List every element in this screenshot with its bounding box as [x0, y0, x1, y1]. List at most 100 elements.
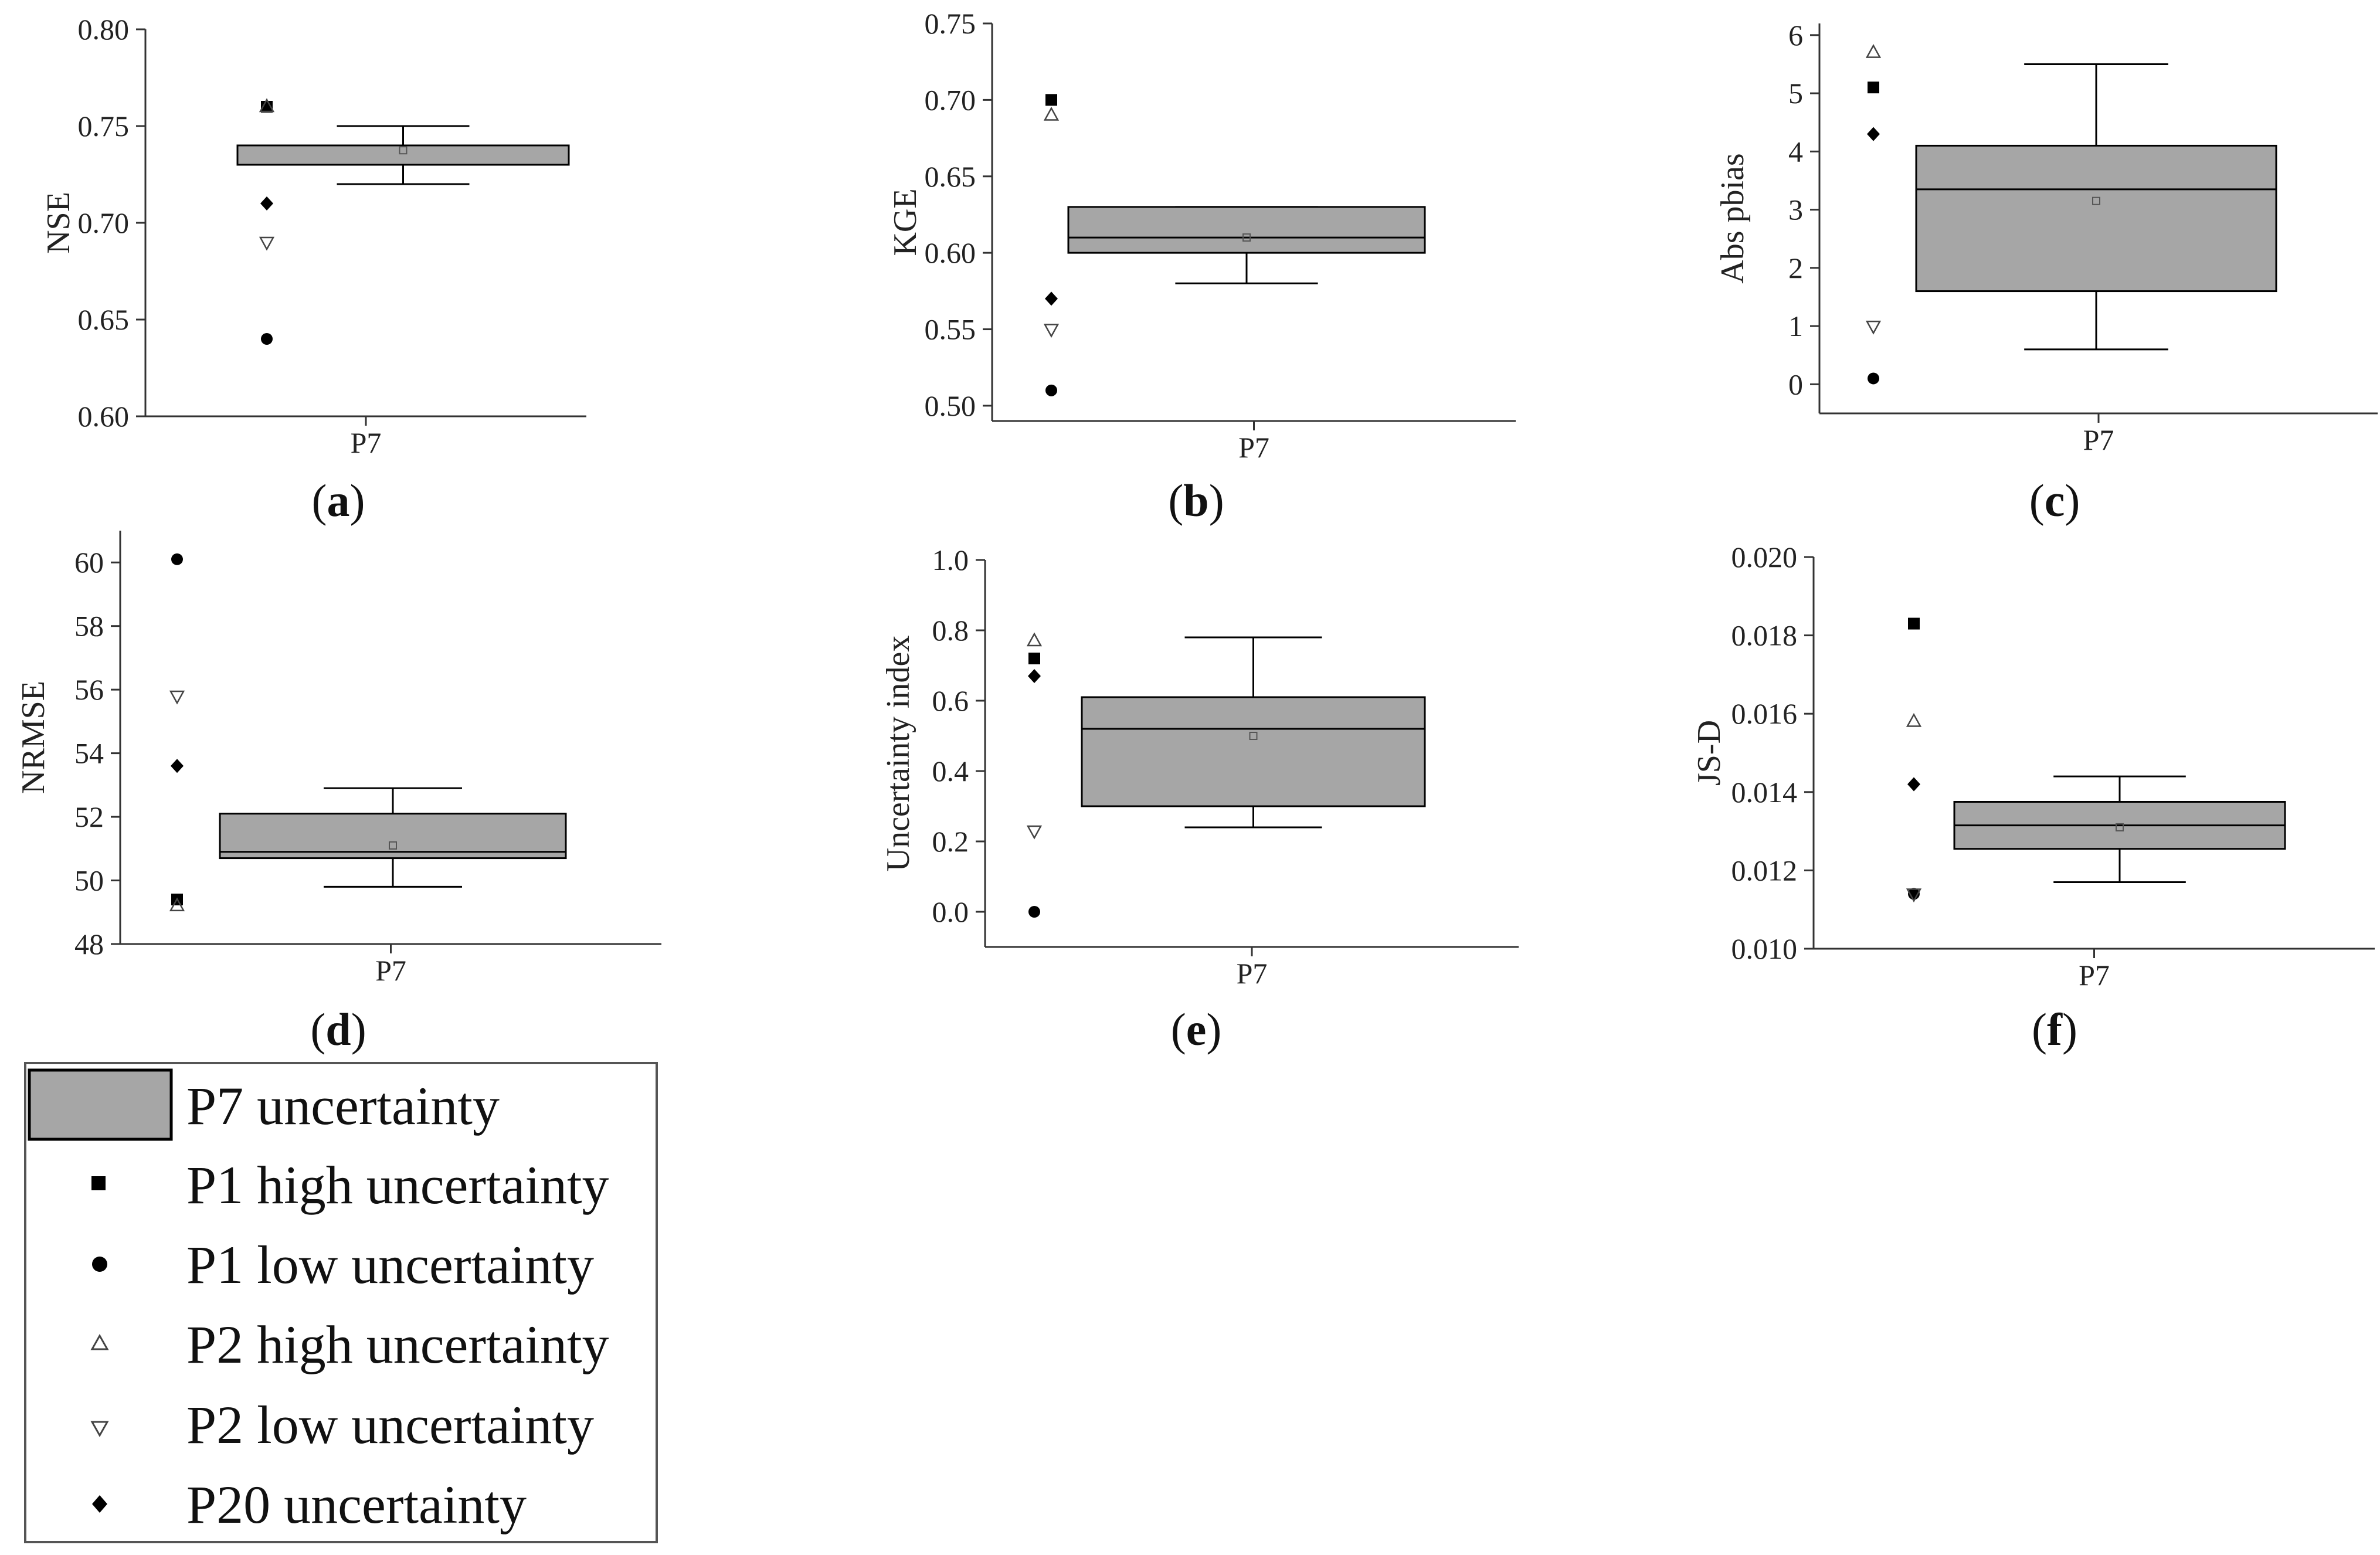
mean-marker-d — [389, 841, 397, 850]
iqr-box-a — [236, 144, 570, 166]
legend-label-p7: P7 uncertainty — [186, 1076, 500, 1136]
iqr-box-e — [1081, 696, 1426, 807]
point-p2-low-f — [1906, 888, 1922, 903]
x-tick-label-e: P7 — [1237, 957, 1268, 990]
point-p20-e — [1028, 669, 1041, 683]
y-tick-label-b: 0.70 — [925, 83, 976, 116]
point-p1-high-c — [1868, 82, 1879, 94]
y-tick-label-e: 0.6 — [932, 684, 969, 717]
panel-e: 0.0 0.2 0.4 0.6 0.8 1.0 P7 Uncertainty index (e) — [880, 544, 1519, 1055]
y-tick-label-e: 1.0 — [932, 544, 969, 576]
y-tick-label-c: 0 — [1788, 368, 1803, 400]
point-p20-b — [1045, 291, 1058, 306]
point-p2-high-d — [169, 897, 185, 912]
y-tick-label-a: 0.75 — [78, 110, 130, 142]
mean-marker-c — [2092, 196, 2100, 205]
y-tick-label-a: 0.65 — [78, 303, 130, 336]
y-tick-label-f: 0.016 — [1731, 697, 1798, 730]
point-p2-high-e — [1026, 632, 1043, 647]
y-tick-label-e: 0.0 — [932, 895, 969, 928]
y-axis-label-f: JS-D — [1691, 720, 1727, 786]
y-tick-label-e: 0.2 — [932, 825, 969, 858]
legend-triangle-up-marker — [90, 1333, 109, 1350]
panel-caption-d: (d) — [310, 1004, 366, 1055]
y-tick-label-a: 0.80 — [78, 13, 130, 46]
y-tick-label-c: 6 — [1788, 19, 1803, 52]
mean-marker-b — [1242, 233, 1251, 242]
point-p1-low-d — [171, 553, 183, 565]
point-p1-high-e — [1028, 653, 1040, 664]
legend-frame — [24, 1062, 658, 1543]
panel-caption-e: (e) — [1171, 1004, 1222, 1055]
y-tick-label-e: 0.8 — [932, 614, 969, 647]
point-p2-low-b — [1043, 324, 1060, 338]
legend-square-marker — [91, 1176, 106, 1190]
point-p2-high-a — [259, 98, 275, 113]
legend-circle-marker — [92, 1257, 107, 1272]
legend-triangle-down-marker — [90, 1421, 109, 1438]
legend-label-p1-high: P1 high uncertainty — [186, 1155, 609, 1215]
point-p20-c — [1867, 127, 1880, 141]
point-p1-low-c — [1868, 372, 1879, 385]
x-tick-label-b: P7 — [1238, 431, 1269, 464]
point-p2-low-a — [259, 236, 275, 251]
y-tick-label-c: 3 — [1788, 193, 1803, 226]
y-tick-label-a: 0.60 — [78, 400, 130, 433]
point-p1-high-b — [1045, 94, 1057, 106]
point-p20-a — [260, 196, 273, 210]
y-tick-label-c: 5 — [1788, 77, 1803, 110]
panel-caption-a: (a) — [312, 475, 365, 526]
legend-diamond-marker — [92, 1495, 107, 1513]
y-tick-label-b: 0.75 — [925, 7, 976, 40]
point-p2-high-f — [1906, 712, 1922, 727]
y-tick-label-d: 50 — [74, 864, 104, 897]
y-tick-label-b: 0.60 — [925, 236, 976, 269]
point-p2-low-e — [1026, 825, 1043, 840]
y-tick-label-b: 0.55 — [925, 313, 976, 346]
mean-marker-a — [399, 146, 408, 155]
panel-f: 0.010 0.012 0.014 0.016 0.018 0.020 P7 JS-D (f) — [1691, 541, 2375, 1055]
panel-a: 0.60 0.65 0.70 0.75 0.80 P7 NSE (a) — [40, 13, 586, 526]
legend-label-p1-low: P1 low uncertainty — [186, 1235, 594, 1295]
y-tick-label-d: 52 — [74, 800, 104, 833]
y-tick-label-c: 1 — [1788, 310, 1803, 342]
y-tick-label-b: 0.50 — [925, 389, 976, 422]
y-axis-label-d: NRMSE — [15, 681, 52, 794]
y-axis-label-b: KGE — [887, 188, 924, 256]
iqr-box-b — [1067, 206, 1426, 254]
y-tick-label-e: 0.4 — [932, 755, 969, 787]
y-tick-label-d: 58 — [74, 610, 104, 643]
legend-box-swatch — [28, 1068, 173, 1141]
y-tick-label-d: 48 — [74, 928, 104, 960]
x-tick-label-a: P7 — [351, 426, 382, 459]
mean-marker-f — [2116, 823, 2124, 831]
y-axis-label-a: NSE — [40, 192, 77, 254]
y-tick-label-f: 0.010 — [1731, 932, 1798, 965]
y-tick-label-d: 60 — [74, 546, 104, 579]
point-p20-f — [1907, 777, 1920, 792]
legend-label-p2-low: P2 low uncertainty — [186, 1395, 594, 1455]
point-p2-high-b — [1043, 106, 1060, 121]
point-p20-d — [171, 759, 184, 773]
point-p1-high-f — [1908, 617, 1920, 630]
y-tick-label-a: 0.70 — [78, 206, 130, 239]
y-tick-label-c: 4 — [1788, 135, 1803, 168]
y-axis-label-e: Uncertainty index — [880, 636, 916, 872]
point-p1-low-e — [1028, 906, 1040, 918]
x-tick-label-f: P7 — [2079, 959, 2110, 992]
point-p2-high-c — [1865, 44, 1882, 58]
panel-d: 48 50 52 54 56 58 60 P7 NRMSE (d) — [15, 531, 661, 1055]
x-tick-label-c: P7 — [2083, 423, 2114, 456]
legend-label-p2-high: P2 high uncertainty — [186, 1315, 609, 1374]
y-tick-label-d: 56 — [74, 673, 104, 706]
panel-b: 0.50 0.55 0.60 0.65 0.70 0.75 P7 KGE (b) — [887, 7, 1516, 526]
mean-marker-e — [1249, 732, 1258, 740]
point-p1-low-a — [261, 333, 273, 345]
panel-caption-b: (b) — [1168, 475, 1224, 526]
point-p2-low-d — [169, 690, 185, 705]
legend: P7 uncertainty P1 high uncertainty P1 lo… — [24, 1062, 658, 1543]
y-tick-label-f: 0.018 — [1731, 619, 1798, 652]
panel-caption-c: (c) — [2029, 475, 2080, 526]
panel-caption-f: (f) — [2032, 1004, 2077, 1055]
